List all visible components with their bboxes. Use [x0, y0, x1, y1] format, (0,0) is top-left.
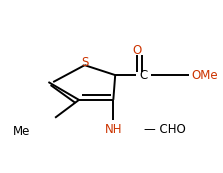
Text: Me: Me	[13, 125, 30, 138]
Text: C: C	[140, 69, 148, 82]
Text: NH: NH	[105, 123, 122, 136]
Text: O: O	[132, 44, 142, 57]
Text: OMe: OMe	[192, 69, 218, 82]
Text: — CHO: — CHO	[144, 123, 186, 136]
Text: S: S	[81, 56, 88, 69]
